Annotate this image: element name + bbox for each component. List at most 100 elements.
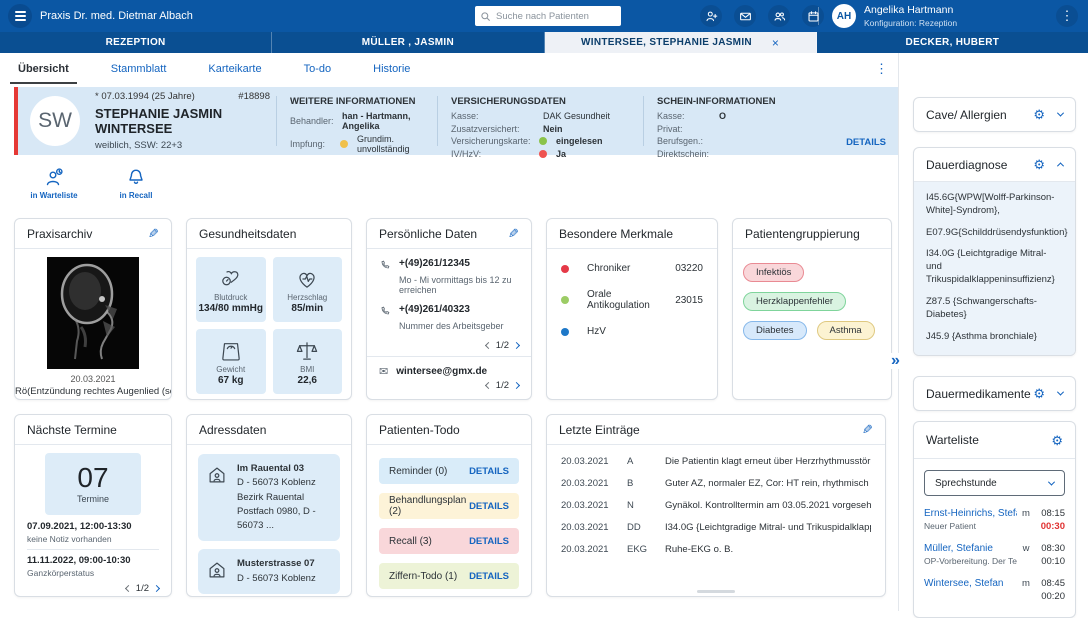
- gear-icon[interactable]: ⚙: [1033, 107, 1045, 122]
- gear-icon[interactable]: ⚙: [1033, 386, 1045, 402]
- home-person-icon: [209, 562, 225, 578]
- subtab-more-options-icon[interactable]: ⋮: [875, 60, 888, 76]
- user-config: Konfiguration: Rezeption: [864, 17, 958, 28]
- patient-gender-info: weiblich, SSW: 22+3: [95, 140, 183, 151]
- person-add-icon: [706, 11, 717, 21]
- gear-icon[interactable]: ⚙: [1033, 157, 1045, 172]
- tab-rezeption[interactable]: REZEPTION: [0, 32, 273, 53]
- patient-tab-bar: REZEPTION MÜLLER , JASMIN WINTERSEE, STE…: [0, 32, 1088, 53]
- patient-list-button[interactable]: [768, 5, 790, 27]
- termine-count-tile[interactable]: 07 Termine: [45, 453, 141, 515]
- messages-button[interactable]: [734, 5, 756, 27]
- xray-image[interactable]: [47, 257, 139, 369]
- subtab-historie[interactable]: Historie: [373, 62, 411, 75]
- subtab-stammblatt[interactable]: Stammblatt: [110, 62, 167, 75]
- group-pill[interactable]: Diabetes: [743, 321, 807, 340]
- divider: [643, 96, 644, 146]
- phone-number[interactable]: +(49)261/12345: [399, 258, 470, 269]
- details-link[interactable]: DETAILS: [469, 570, 509, 582]
- email-icon: ✉: [379, 366, 389, 378]
- details-link[interactable]: DETAILS: [469, 465, 509, 477]
- patient-id: #18898: [238, 91, 270, 102]
- behandler-value: han - Hartmann, Angelika: [342, 111, 411, 131]
- email-address[interactable]: wintersee@gmx.de: [396, 366, 488, 377]
- warteliste-entry: Wintersee, Stefan m 08:45 00:20: [924, 578, 1065, 603]
- tile-gewicht[interactable]: Gewicht 67 kg: [196, 329, 266, 394]
- edit-icon[interactable]: ✎: [508, 225, 519, 241]
- warteliste-filter-select[interactable]: Sprechstunde: [924, 470, 1065, 497]
- phone-number[interactable]: +(49)261/40323: [399, 304, 470, 315]
- patient-search[interactable]: [475, 6, 621, 26]
- patient-name: STEPHANIE JASMIN WINTERSEE: [95, 106, 223, 136]
- next-page-icon[interactable]: [512, 341, 521, 350]
- schein-details-link[interactable]: DETAILS: [846, 137, 886, 148]
- eintrag-row: 20.03.2021 A Die Patientin klagt erneut üb…: [561, 456, 871, 467]
- tile-blutdruck[interactable]: Blutdruck 134/80 mmHg: [196, 257, 266, 322]
- karte-status-dot: [539, 137, 547, 145]
- todo-row-reminder[interactable]: Reminder (0) DETAILS: [379, 458, 519, 484]
- subtab-todo[interactable]: To-do: [303, 62, 332, 75]
- patient-link[interactable]: Ernst-Heinrichs, Stefan: [924, 508, 1017, 520]
- group-pill[interactable]: Infektiös: [743, 263, 805, 282]
- image-caption: Rö(Entzündung rechtes Augenlied (se...: [15, 386, 171, 397]
- chevron-up-icon[interactable]: [1056, 162, 1065, 170]
- gear-icon[interactable]: ⚙: [1051, 432, 1063, 448]
- todo-row-ziffern-todo[interactable]: Ziffern-Todo (1) DETAILS: [379, 563, 519, 589]
- details-link[interactable]: DETAILS: [469, 535, 509, 547]
- patient-identity: SW * 07.03.1994 (25 Jahre) #18898 STEPHA…: [18, 87, 276, 155]
- chevron-down-icon[interactable]: [1056, 109, 1065, 117]
- app-title: Praxis Dr. med. Dietmar Albach: [40, 10, 193, 22]
- card-naechste-termine: Nächste Termine 07 Termine 07.09.2021, 1…: [14, 414, 172, 597]
- hamburger-menu-icon[interactable]: [8, 4, 32, 28]
- chevron-down-icon[interactable]: [1056, 388, 1065, 396]
- todo-row-recall[interactable]: Recall (3) DETAILS: [379, 528, 519, 554]
- termin-datetime: 07.09.2021, 12:00-13:30: [27, 521, 132, 532]
- patient-link[interactable]: Müller, Stefanie: [924, 543, 993, 555]
- prev-page-icon[interactable]: [124, 584, 132, 593]
- search-icon: [481, 11, 490, 21]
- tab-mueller-jasmin[interactable]: MÜLLER , JASMIN: [272, 32, 545, 53]
- group-pill[interactable]: Herzklappenfehler: [743, 292, 847, 311]
- blood-pressure-icon: [221, 270, 239, 285]
- in-recall-button[interactable]: in Recall: [110, 167, 162, 215]
- group-pill[interactable]: Asthma: [816, 321, 875, 340]
- patient-birthdate: * 07.03.1994 (25 Jahre): [95, 91, 195, 102]
- close-tab-icon[interactable]: ×: [771, 35, 780, 50]
- edit-icon[interactable]: ✎: [148, 225, 159, 241]
- tab-decker-hubert[interactable]: DECKER, HUBERT: [905, 37, 1000, 48]
- user-menu[interactable]: AH Angelika Hartmann Konfiguration: Reze…: [832, 4, 957, 28]
- weitere-informationen: WEITERE INFORMATIONEN Behandler: han - H…: [277, 87, 437, 155]
- todo-row-behandlungsplan[interactable]: Behandlungsplan (2) DETAILS: [379, 493, 519, 519]
- patient-overview: Übersicht Stammblatt Karteikarte To-do H…: [0, 53, 898, 611]
- tile-bmi[interactable]: BMI 22,6: [272, 329, 342, 394]
- sidebar-collapse-handle[interactable]: »: [891, 352, 900, 369]
- in-warteliste-button[interactable]: in Warteliste: [28, 167, 80, 215]
- horizontal-scrollbar[interactable]: [697, 590, 735, 593]
- status-dot: [561, 264, 569, 273]
- calendar-button[interactable]: [802, 5, 824, 27]
- eintrag-row: 20.03.2021 N Gynäkol. Kontrolltermin am 03…: [561, 500, 871, 511]
- more-options-icon[interactable]: ⋮: [1056, 5, 1078, 27]
- add-patient-button[interactable]: [700, 5, 722, 27]
- prev-page-icon[interactable]: [484, 341, 492, 350]
- subtab-uebersicht[interactable]: Übersicht: [10, 53, 77, 84]
- next-page-icon[interactable]: [152, 584, 161, 593]
- prev-page-icon[interactable]: [484, 381, 492, 390]
- next-page-icon[interactable]: [512, 381, 521, 390]
- versicherungsdaten: VERSICHERUNGSDATEN Kasse: DAK Gesundheit …: [451, 96, 611, 159]
- edit-icon[interactable]: ✎: [862, 421, 873, 437]
- search-input[interactable]: [475, 6, 621, 26]
- patient-subtabs: Übersicht Stammblatt Karteikarte To-do H…: [10, 53, 898, 84]
- card-praxisarchiv: Praxisarchiv ✎ 20: [14, 218, 172, 400]
- patient-link[interactable]: Wintersee, Stefan: [924, 578, 1004, 590]
- subtab-karteikarte[interactable]: Karteikarte: [208, 62, 262, 75]
- panel-dauermedikamente: Dauermedikamente ⚙: [913, 376, 1076, 412]
- address-tile[interactable]: Musterstrasse 07 D - 56073 Koblenz: [198, 549, 340, 594]
- details-link[interactable]: DETAILS: [469, 500, 509, 512]
- termin-datetime: 11.11.2022, 09:00-10:30: [27, 555, 131, 566]
- diagnose-item: I45.6G{WPW[Wolff-Parkinson-White]-Syndro…: [926, 192, 1055, 216]
- tab-wintersee-stephanie[interactable]: WINTERSEE, STEPHANIE JASMIN ×: [544, 32, 817, 53]
- address-tile[interactable]: Im Rauental 03 D - 56073 Koblenz Bezirk …: [198, 454, 340, 542]
- tile-herzschlag[interactable]: Herzschlag 85/min: [272, 257, 342, 322]
- panel-cave-allergien: Cave/ Allergien ⚙: [913, 97, 1076, 132]
